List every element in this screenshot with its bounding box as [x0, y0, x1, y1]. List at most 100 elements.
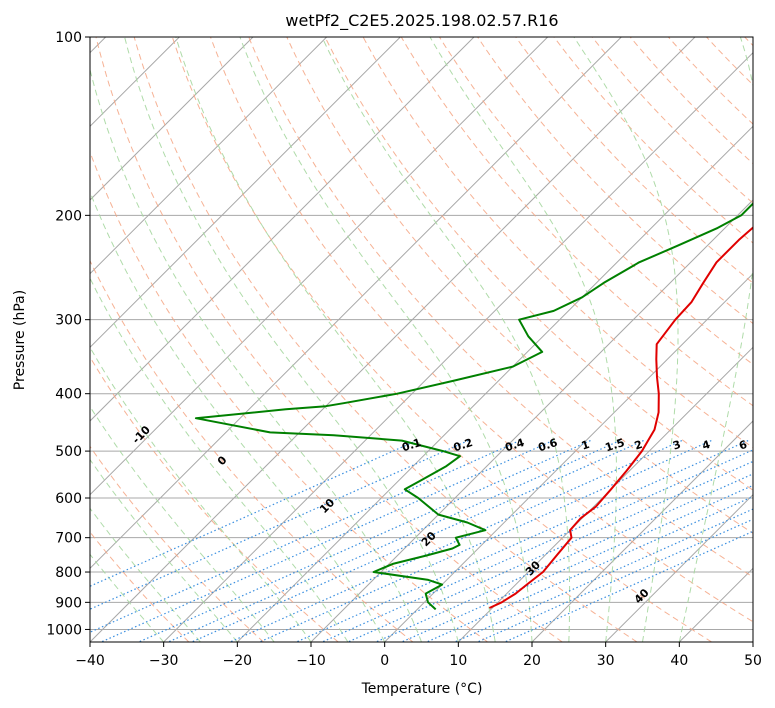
moist-adiabat	[678, 37, 753, 642]
moist-adiabat	[90, 553, 165, 642]
x-tick-label: 50	[744, 653, 762, 669]
isotherm-gridline	[90, 37, 622, 570]
series-layer	[194, 202, 753, 611]
dry-adiabat	[90, 259, 414, 642]
dewpoint-profile	[194, 202, 753, 611]
y-axis-ticks: 100 200 300 400 500 600 700 800 900 1000	[46, 30, 90, 638]
x-tick-label: −10	[296, 653, 326, 669]
y-tick-label: 200	[55, 208, 82, 224]
dry-adiabat	[706, 37, 753, 86]
mixing-ratio-label: 2	[633, 438, 644, 453]
dry-adiabat	[210, 37, 753, 623]
y-tick-label: 800	[55, 565, 82, 581]
dry-adiabat	[171, 37, 712, 642]
mixing-ratio-line	[453, 508, 753, 642]
x-tick-label: 0	[380, 653, 389, 669]
mixing-ratio-line	[90, 440, 521, 633]
dry-adiabat	[133, 37, 638, 642]
plot-frame	[89, 36, 754, 643]
dry-adiabat-label: 0	[215, 453, 230, 468]
isotherm-gridline	[90, 37, 549, 496]
dry-adiabat	[515, 37, 753, 284]
grid-layer	[90, 37, 753, 642]
mixing-ratio-line	[228, 440, 683, 642]
dry-adiabat	[324, 37, 753, 491]
dry-adiabat	[477, 37, 753, 325]
mixing-ratio-line	[166, 440, 621, 642]
dry-adiabat	[90, 531, 190, 642]
mixing-ratio-line	[294, 440, 749, 642]
x-axis-label: Temperature (°C)	[361, 681, 483, 697]
dry-adiabat-label: 40	[632, 586, 652, 606]
x-tick-label: −30	[149, 653, 179, 669]
mixing-ratio-line	[346, 460, 753, 642]
mixing-ratio-line	[400, 484, 753, 642]
y-tick-label: 300	[55, 313, 82, 329]
dry-adiabat	[591, 37, 753, 204]
isotherm-gridline	[90, 37, 401, 349]
x-tick-label: −40	[75, 653, 105, 669]
mixing-ratio-line	[476, 518, 753, 642]
mixing-ratio-line	[137, 440, 591, 642]
dry-adiabat	[90, 356, 339, 642]
mixing-ratio-label: 1	[580, 438, 591, 453]
isotherm-gridline	[310, 199, 753, 642]
dry-adiabat	[438, 37, 753, 365]
dry-adiabat	[744, 37, 753, 47]
dry-adiabat	[90, 445, 264, 642]
moist-adiabat	[90, 458, 238, 642]
isotherm-gridline	[531, 420, 753, 642]
mixing-ratio-label: 0.1	[400, 436, 423, 454]
mixing-ratio-label: 0.4	[503, 436, 526, 454]
y-tick-label: 700	[55, 531, 82, 547]
dry-adiabat	[248, 37, 753, 578]
y-tick-label: 400	[55, 387, 82, 403]
chart-title: wetPf2_C2E5.2025.198.02.57.R16	[285, 11, 558, 31]
isotherm-gridline	[90, 37, 475, 422]
mixing-ratio-label: 3	[671, 438, 682, 453]
mixing-ratio-line	[425, 495, 753, 642]
x-tick-label: −20	[223, 653, 253, 669]
dry-adiabat	[362, 37, 753, 449]
isotherm-gridline	[236, 125, 753, 642]
moist-adiabat	[429, 37, 617, 642]
adiabat-layer	[90, 37, 753, 642]
mixing-ratio-label: 4	[701, 438, 713, 453]
moist-adiabat	[90, 67, 422, 642]
x-tick-label: 30	[597, 653, 615, 669]
moist-adiabat	[124, 37, 459, 642]
mixing-ratio-line	[374, 473, 753, 642]
isotherm-gridline	[90, 37, 254, 201]
mixing-ratio-label: 8	[763, 438, 774, 453]
mixing-ratio-line	[190, 440, 644, 642]
mixing-ratio-label: 0.6	[537, 436, 560, 454]
x-tick-label: 10	[449, 653, 467, 669]
dry-adiabat	[95, 37, 563, 642]
mixing-ratio-layer	[90, 440, 753, 642]
isotherm-gridline	[605, 493, 753, 642]
dry-adiabat-label: 30	[523, 558, 543, 578]
dry-adiabat	[400, 37, 753, 407]
y-axis-label: Pressure (hPa)	[12, 290, 28, 390]
dry-adiabat	[90, 150, 488, 642]
isotherm-gridline	[163, 51, 753, 642]
y-tick-label: 500	[55, 444, 82, 460]
mixing-ratio-label: 6	[737, 438, 749, 453]
moist-adiabat	[90, 507, 201, 642]
mixing-ratio-line	[320, 449, 753, 642]
isotherm-gridline	[384, 272, 753, 642]
mixing-ratio-label: 0.2	[452, 436, 475, 454]
isotherm-gridline	[752, 641, 753, 642]
y-tick-label: 900	[55, 595, 82, 611]
x-axis-ticks: −40 −30 −20 −10 0 10 20 30 40 50	[75, 642, 762, 669]
moist-adiabat	[90, 346, 312, 642]
isotherm-gridline	[90, 37, 328, 275]
mixing-ratio-line	[503, 530, 753, 642]
y-tick-label: 600	[55, 491, 82, 507]
mixing-ratio-line	[99, 440, 554, 642]
dry-adiabat	[668, 37, 753, 125]
moist-adiabat	[239, 37, 533, 642]
moist-adiabat	[573, 37, 679, 642]
moist-adiabat	[90, 277, 349, 642]
